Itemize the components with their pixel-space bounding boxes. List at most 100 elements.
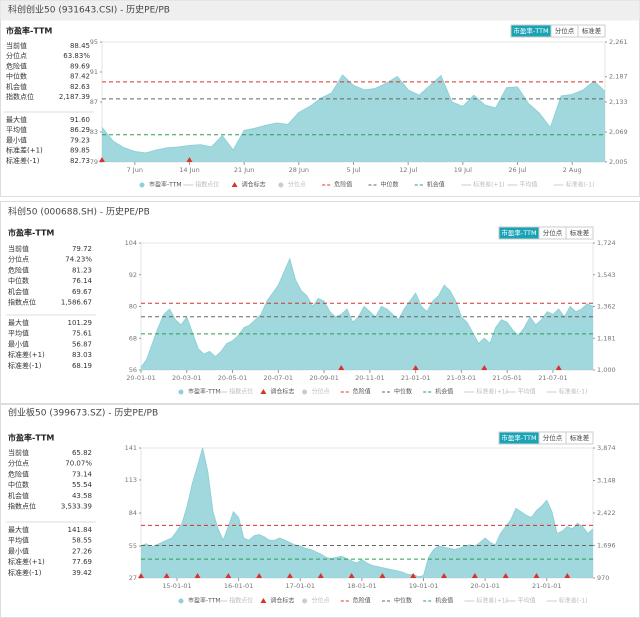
x-tick-label: 28 Jun <box>289 166 310 174</box>
legend-label[interactable]: 标准差(+1) <box>476 597 508 605</box>
x-tick-label: 7 Jun <box>127 166 143 174</box>
legend-label[interactable]: 市盈率-TTM <box>188 597 221 605</box>
stat-label: 指数点位 <box>6 92 34 101</box>
panel-header <box>0 0 640 21</box>
tab-button-label[interactable]: 标准差 <box>582 26 602 35</box>
legend-label[interactable]: 危险值 <box>334 181 352 189</box>
tab-button[interactable] <box>577 24 606 38</box>
legend-label[interactable]: 调仓标志 <box>270 597 294 605</box>
legend-symbol <box>231 182 238 187</box>
y-tick-label: 91 <box>90 68 98 76</box>
legend-label[interactable]: 分位点 <box>288 181 306 189</box>
legend-label[interactable]: 指数点位 <box>195 181 219 189</box>
stat-value: 58.55 <box>72 537 92 545</box>
area <box>102 75 605 162</box>
legend-label[interactable]: 机会值 <box>435 388 453 396</box>
rebalance-marker <box>412 365 419 370</box>
x-tick-label: 20-11-01 <box>355 374 385 382</box>
y-tick-label: 84 <box>129 509 137 517</box>
legend-label[interactable]: 中位数 <box>394 388 412 396</box>
legend-label[interactable]: 机会值 <box>435 597 453 605</box>
rebalance-marker <box>471 573 478 578</box>
legend-label[interactable]: 调仓标志 <box>270 388 294 396</box>
rebalance-marker <box>225 573 232 578</box>
x-tick-label: 21-05-01 <box>492 374 522 382</box>
x-tick-label: 5 Jul <box>346 166 360 174</box>
stat-value: 68.19 <box>72 362 92 370</box>
tab-button-label[interactable]: 标准差 <box>570 228 590 237</box>
panel-title: 科创50 (000688.SH) - 历史PE/PB <box>8 206 150 218</box>
stat-value: 88.45 <box>70 42 90 50</box>
legend-label[interactable]: 标准差(-1) <box>559 597 588 605</box>
stat-label: 标准差(-1) <box>8 568 42 577</box>
y2-tick-label: 2,422 <box>597 509 616 517</box>
legend-label[interactable]: 机会值 <box>427 181 445 189</box>
rebalance-marker <box>410 573 417 578</box>
tab-button[interactable] <box>565 226 594 240</box>
stats-title: 市盈率-TTM <box>8 228 54 238</box>
tab-button-label[interactable]: 市盈率-TTM <box>501 228 536 237</box>
tab-button-label[interactable]: 分位点 <box>543 433 563 442</box>
legend-label[interactable]: 指数点位 <box>229 388 253 396</box>
tab-button-label[interactable]: 分位点 <box>543 228 563 237</box>
legend-label[interactable]: 标准差(-1) <box>566 181 595 189</box>
stat-value: 55.54 <box>72 481 93 489</box>
tab-button-label[interactable]: 市盈率-TTM <box>501 433 536 442</box>
stat-value: 91.60 <box>70 116 90 124</box>
area-line <box>140 257 594 368</box>
x-tick-label: 26 Jul <box>508 166 526 174</box>
x-tick-label: 14 Jun <box>179 166 200 174</box>
stat-label: 最大值 <box>8 318 29 327</box>
legend-symbol <box>260 389 267 394</box>
legend-label[interactable]: 标准差(+1) <box>473 181 505 189</box>
rebalance-marker <box>348 573 355 578</box>
y-tick-label: 113 <box>125 476 137 484</box>
legend-label[interactable]: 平均值 <box>518 597 536 605</box>
stat-value: 1,586.67 <box>61 299 92 307</box>
x-tick-label: 20-05-01 <box>218 374 248 382</box>
tab-button[interactable] <box>565 431 594 445</box>
tab-button-label[interactable]: 分位点 <box>555 26 575 35</box>
y2-tick-label: 3,148 <box>597 477 616 485</box>
y2-tick-label: 1,362 <box>597 303 616 311</box>
stat-value: 73.14 <box>72 470 93 478</box>
tab-button-label[interactable]: 市盈率-TTM <box>513 26 548 35</box>
legend-label[interactable]: 危险值 <box>353 388 371 396</box>
legend-label[interactable]: 标准差(-1) <box>559 388 588 396</box>
legend-label[interactable]: 中位数 <box>394 597 412 605</box>
x-tick-label: 21-03-01 <box>447 374 477 382</box>
legend-label[interactable]: 市盈率-TTM <box>188 388 221 396</box>
rebalance-marker <box>138 573 144 578</box>
rebalance-marker <box>338 365 345 370</box>
stat-label: 标准差(-1) <box>8 361 42 370</box>
tab-button-label[interactable]: 标准差 <box>570 433 590 442</box>
legend-symbol <box>178 389 184 395</box>
legend-label[interactable]: 指数点位 <box>229 597 253 605</box>
legend-label[interactable]: 标准差(+1) <box>476 388 508 396</box>
x-tick-label: 12 Jul <box>399 166 417 174</box>
stat-value: 70.07% <box>65 460 92 468</box>
rebalance-marker <box>502 573 509 578</box>
legend-label[interactable]: 危险值 <box>353 597 371 605</box>
y-tick-label: 68 <box>129 334 137 342</box>
legend-label[interactable]: 平均值 <box>518 388 536 396</box>
y-tick-label: 79 <box>90 158 98 166</box>
legend-label[interactable]: 中位数 <box>381 181 399 189</box>
stat-value: 89.69 <box>70 62 90 70</box>
x-tick-label: 15-01-01 <box>162 582 192 590</box>
legend-label[interactable]: 市盈率-TTM <box>149 181 182 189</box>
stat-value: 77.69 <box>72 558 92 566</box>
legend-label[interactable]: 平均值 <box>519 181 537 189</box>
legend-label[interactable]: 分位点 <box>312 388 330 396</box>
x-tick-label: 21 Jun <box>234 166 255 174</box>
legend-label[interactable]: 调仓标志 <box>242 181 266 189</box>
stat-value: 76.14 <box>72 277 93 285</box>
stat-label: 最大值 <box>6 115 27 124</box>
stat-value: 39.42 <box>72 569 92 577</box>
x-tick-label: 18-01-01 <box>347 582 377 590</box>
y2-tick-label: 2,133 <box>609 98 628 106</box>
legend-symbol <box>260 598 267 603</box>
legend-label[interactable]: 分位点 <box>312 597 330 605</box>
y-tick-label: 27 <box>129 574 137 582</box>
area-line <box>101 74 606 154</box>
